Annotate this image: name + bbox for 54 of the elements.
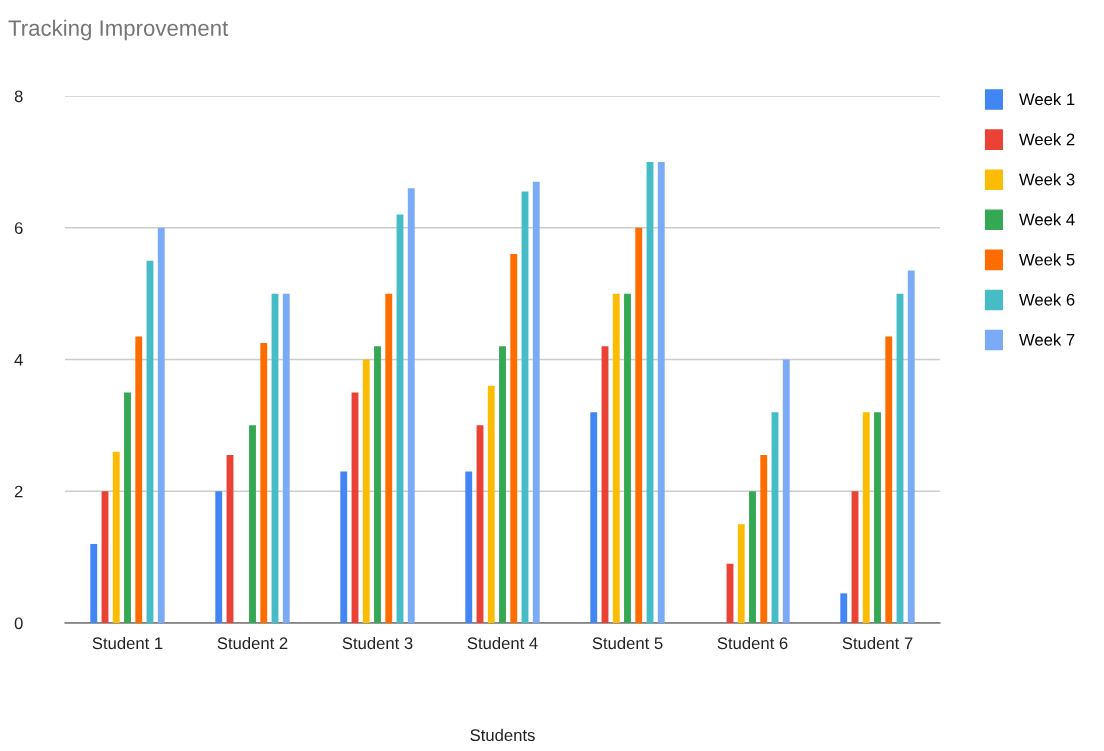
legend-label: Week 7 <box>1019 333 1075 346</box>
x-tick-label: Student 1 <box>92 636 163 650</box>
x-tick-label: Student 6 <box>717 636 788 650</box>
bar <box>340 471 348 623</box>
x-axis-title: Students <box>470 728 535 742</box>
legend-label: Week 2 <box>1019 133 1075 146</box>
legend-label: Week 5 <box>1019 253 1075 266</box>
bar <box>407 188 415 623</box>
bar <box>215 491 223 623</box>
bar <box>282 293 290 623</box>
y-tick-label: 2 <box>14 485 23 498</box>
bar <box>760 455 768 623</box>
bar <box>374 346 381 623</box>
bar <box>124 392 131 623</box>
bar <box>590 412 598 623</box>
bar <box>874 412 881 623</box>
legend-label: Week 1 <box>1019 93 1075 106</box>
bar <box>260 343 268 623</box>
y-tick-label: 6 <box>14 222 23 234</box>
bar <box>657 161 665 623</box>
bar <box>157 227 165 623</box>
bar <box>135 336 143 623</box>
bar <box>612 293 620 623</box>
bar <box>635 227 643 623</box>
x-tick-label: Student 7 <box>842 636 913 650</box>
x-tick-label: Student 4 <box>467 636 538 650</box>
x-tick-label: Student 3 <box>342 636 413 650</box>
bar <box>624 293 631 623</box>
bar <box>885 336 893 623</box>
bar <box>499 346 506 623</box>
x-tick-label: Student 5 <box>592 636 663 650</box>
x-tick-label: Student 2 <box>217 636 288 650</box>
bar <box>532 181 540 623</box>
bar <box>465 471 473 623</box>
bar <box>362 359 370 623</box>
legend-label: Week 3 <box>1019 173 1075 186</box>
bar <box>737 524 745 623</box>
legend-label: Week 4 <box>1019 213 1075 226</box>
bar <box>249 425 256 623</box>
bar <box>749 491 756 623</box>
bar <box>112 451 120 623</box>
chart-title: Tracking Improvement <box>8 19 229 41</box>
legend-label: Week 6 <box>1019 293 1075 306</box>
bar <box>907 270 915 623</box>
bar <box>840 593 848 623</box>
y-tick-label: 8 <box>14 90 23 103</box>
y-tick-label: 0 <box>14 617 23 630</box>
bar <box>90 543 98 623</box>
bar <box>385 293 393 623</box>
bar <box>510 254 518 623</box>
bar <box>487 385 495 623</box>
bar <box>782 359 790 623</box>
bar <box>862 412 870 623</box>
y-tick-label: 4 <box>14 354 23 366</box>
